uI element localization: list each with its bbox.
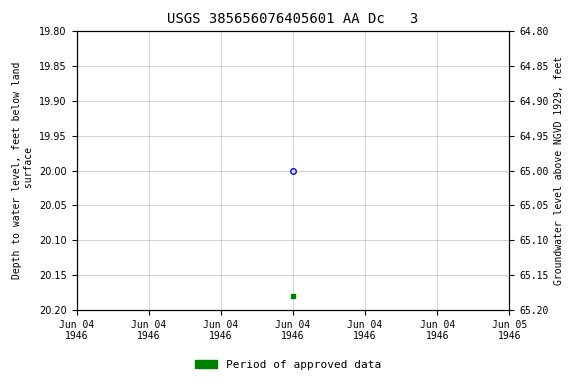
Title: USGS 385656076405601 AA Dc   3: USGS 385656076405601 AA Dc 3	[168, 12, 419, 26]
Y-axis label: Depth to water level, feet below land
 surface: Depth to water level, feet below land su…	[12, 62, 33, 279]
Legend: Period of approved data: Period of approved data	[191, 356, 385, 375]
Y-axis label: Groundwater level above NGVD 1929, feet: Groundwater level above NGVD 1929, feet	[554, 56, 564, 285]
